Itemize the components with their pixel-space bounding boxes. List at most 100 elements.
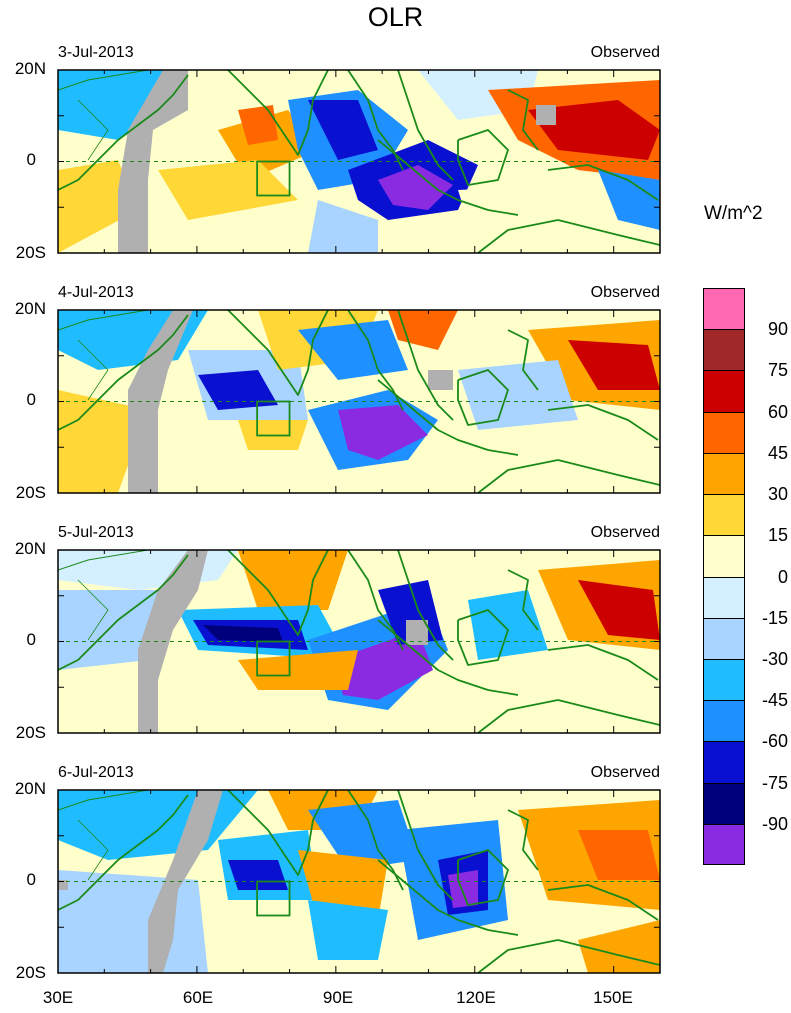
- olr-anomaly-region: [536, 105, 556, 125]
- reference-box: [256, 640, 291, 677]
- lat-label-20n: 20N: [14, 299, 46, 318]
- lat-label-eq: 0: [26, 870, 36, 889]
- coastline: [477, 219, 660, 253]
- reference-box: [256, 160, 291, 197]
- coastline: [58, 314, 189, 431]
- colorbar-label: -75: [761, 772, 788, 793]
- colorbar-swatch: [703, 411, 745, 454]
- coastline: [58, 70, 149, 91]
- olr-anomaly-region: [378, 165, 453, 210]
- colorbar-swatch: [703, 658, 745, 701]
- lat-label-20s: 20S: [15, 723, 46, 742]
- olr-anomaly-region: [528, 100, 660, 160]
- colorbar-swatch: [703, 576, 745, 619]
- panel-1-date: 3-Jul-2013: [58, 44, 134, 61]
- olr-anomaly-region: [568, 340, 660, 390]
- colorbar-label: -60: [761, 731, 788, 752]
- colorbar-swatch: [703, 535, 745, 577]
- map-panel: [58, 550, 660, 733]
- colorbar-label: -45: [761, 690, 788, 711]
- coastline: [507, 569, 539, 631]
- colorbar-swatch: [703, 494, 745, 536]
- coastline: [77, 819, 109, 881]
- lat-label-eq: 0: [26, 390, 36, 409]
- coastline: [77, 579, 109, 641]
- lat-label-20n: 20N: [14, 779, 46, 798]
- lon-label-120e: 120E: [456, 988, 496, 1007]
- olr-anomaly-region: [308, 200, 378, 253]
- olr-anomaly-region: [58, 870, 208, 973]
- colorbar-label: 90: [767, 319, 788, 340]
- coastline: [457, 609, 509, 666]
- reference-box: [256, 400, 291, 437]
- coastline: [507, 329, 539, 391]
- coastline: [507, 89, 539, 151]
- lat-label-20n: 20N: [14, 539, 46, 558]
- colorbar-swatch: [703, 700, 745, 742]
- coastline: [58, 794, 189, 911]
- olr-anomaly-region: [298, 320, 408, 380]
- coastline: [477, 939, 660, 973]
- coastline: [227, 70, 329, 156]
- colorbar-units: W/m^2: [704, 203, 763, 224]
- olr-anomaly-region: [578, 580, 660, 640]
- coastline: [347, 70, 404, 171]
- coastline: [547, 644, 659, 681]
- colorbar-label: -30: [761, 648, 788, 669]
- coastline: [397, 790, 454, 901]
- olr-anomaly-region: [308, 900, 388, 960]
- colorbar-swatch: [703, 617, 745, 660]
- coastline: [507, 809, 539, 871]
- coastline: [457, 129, 509, 186]
- olr-anomaly-region: [148, 790, 223, 973]
- map-panel: [58, 790, 660, 973]
- coastline: [377, 859, 519, 936]
- olr-anomaly-region: [406, 620, 428, 645]
- panel-4-date: 6-Jul-2013: [58, 764, 134, 781]
- olr-anomaly-region: [598, 170, 660, 230]
- coastline: [477, 459, 660, 493]
- lon-label-90e: 90E: [322, 988, 354, 1007]
- coastline: [397, 550, 454, 661]
- lat-label-20s: 20S: [15, 483, 46, 502]
- coastline: [377, 139, 519, 216]
- coastline: [77, 339, 109, 401]
- olr-anomaly-region: [158, 160, 298, 220]
- coastline: [227, 550, 329, 636]
- coastline: [457, 369, 509, 426]
- olr-anomaly-region: [58, 390, 148, 493]
- coastline: [58, 550, 149, 571]
- coastline: [58, 790, 149, 811]
- olr-anomaly-region: [198, 370, 278, 410]
- olr-anomaly-region: [458, 360, 578, 430]
- colorbar-swatch: [703, 782, 745, 825]
- olr-anomaly-region: [238, 105, 278, 145]
- colorbar: [703, 288, 745, 866]
- olr-anomaly-region: [448, 870, 478, 908]
- olr-anomaly-region: [138, 550, 208, 733]
- colorbar-label: -15: [761, 607, 788, 628]
- olr-anomaly-region: [388, 310, 458, 350]
- colorbar-swatch: [703, 288, 745, 330]
- olr-anomaly-region: [333, 630, 433, 700]
- coastline: [547, 404, 659, 441]
- coastline: [347, 790, 404, 891]
- coastline: [547, 164, 659, 201]
- lat-label-eq: 0: [26, 630, 36, 649]
- coastline: [457, 849, 509, 906]
- panel-2-source-label: Observed: [590, 284, 660, 301]
- lon-label-30e: 30E: [42, 988, 74, 1007]
- lon-label-150e: 150E: [593, 988, 633, 1007]
- colorbar-swatch: [703, 823, 745, 866]
- panel-2-date: 4-Jul-2013: [58, 284, 134, 301]
- panel-1-source-label: Observed: [590, 44, 660, 61]
- panel-3-source-label: Observed: [590, 524, 660, 541]
- olr-anomaly-region: [308, 100, 378, 160]
- olr-anomaly-region: [118, 70, 188, 253]
- lat-label-eq: 0: [26, 150, 36, 169]
- panel-4-source-label: Observed: [590, 764, 660, 781]
- colorbar-swatch: [703, 452, 745, 495]
- colorbar-label: 0: [777, 566, 788, 587]
- olr-anomaly-region: [203, 625, 283, 642]
